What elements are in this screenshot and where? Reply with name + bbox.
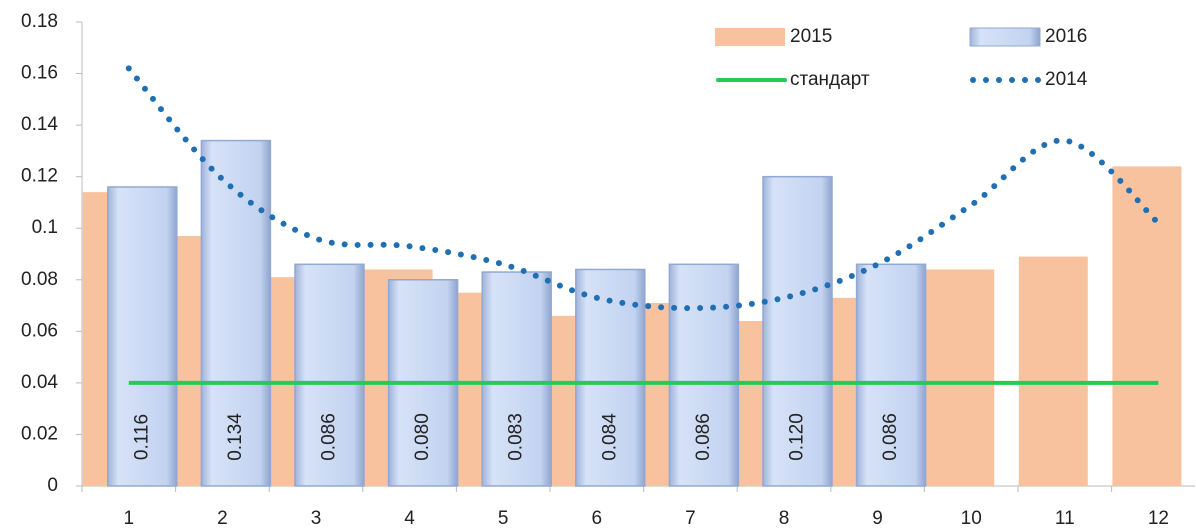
value-label: 0.116 xyxy=(131,414,152,460)
y-tick-label: 0.18 xyxy=(21,11,58,32)
bar xyxy=(200,139,272,487)
bar xyxy=(481,271,552,487)
x-tick-label: 11 xyxy=(1055,508,1075,529)
bar xyxy=(107,186,178,487)
y-tick-label: 0.04 xyxy=(21,372,58,393)
value-label: 0.086 xyxy=(693,413,714,461)
value-label: 0.134 xyxy=(225,413,246,461)
legend-swatch xyxy=(969,27,1041,47)
y-tick-label: 0.02 xyxy=(21,423,58,444)
y-tick-label: 0.1 xyxy=(32,217,58,238)
x-tick-label: 10 xyxy=(961,508,982,529)
value-label: 0.120 xyxy=(787,413,808,461)
value-label: 0.086 xyxy=(880,413,901,461)
x-tick-label: 1 xyxy=(124,508,135,529)
x-tick-label: 4 xyxy=(404,508,415,529)
x-tick-label: 6 xyxy=(592,508,603,529)
y-tick-label: 0 xyxy=(47,475,58,496)
y-tick-label: 0.06 xyxy=(21,320,58,341)
y-tick-label: 0.16 xyxy=(21,63,58,84)
x-tick-label: 2 xyxy=(217,508,228,529)
bar xyxy=(762,175,833,487)
bar xyxy=(1018,256,1088,486)
legend-label: 2014 xyxy=(1045,69,1088,90)
legend-label: 2016 xyxy=(1045,26,1087,47)
bar xyxy=(1112,166,1182,486)
value-label: 0.083 xyxy=(506,413,527,461)
x-tick-label: 5 xyxy=(498,508,509,529)
x-tick-label: 8 xyxy=(779,508,790,529)
bar xyxy=(294,263,365,487)
legend-label: стандарт xyxy=(790,69,870,90)
value-label: 0.086 xyxy=(319,413,340,461)
legend-swatch xyxy=(715,28,785,46)
x-tick-label: 3 xyxy=(311,508,322,529)
y-tick-label: 0.08 xyxy=(21,269,58,290)
bar xyxy=(925,269,995,486)
value-label: 0.084 xyxy=(599,413,620,461)
x-tick-label: 12 xyxy=(1148,508,1169,529)
value-label: 0.080 xyxy=(412,413,433,461)
x-tick-label: 7 xyxy=(685,508,696,529)
bar xyxy=(668,263,740,487)
legend-label: 2015 xyxy=(790,26,832,47)
y-tick-label: 0.12 xyxy=(21,166,58,187)
x-tick-label: 9 xyxy=(872,508,883,529)
bar xyxy=(855,263,927,487)
y-tick-label: 0.14 xyxy=(21,114,58,135)
